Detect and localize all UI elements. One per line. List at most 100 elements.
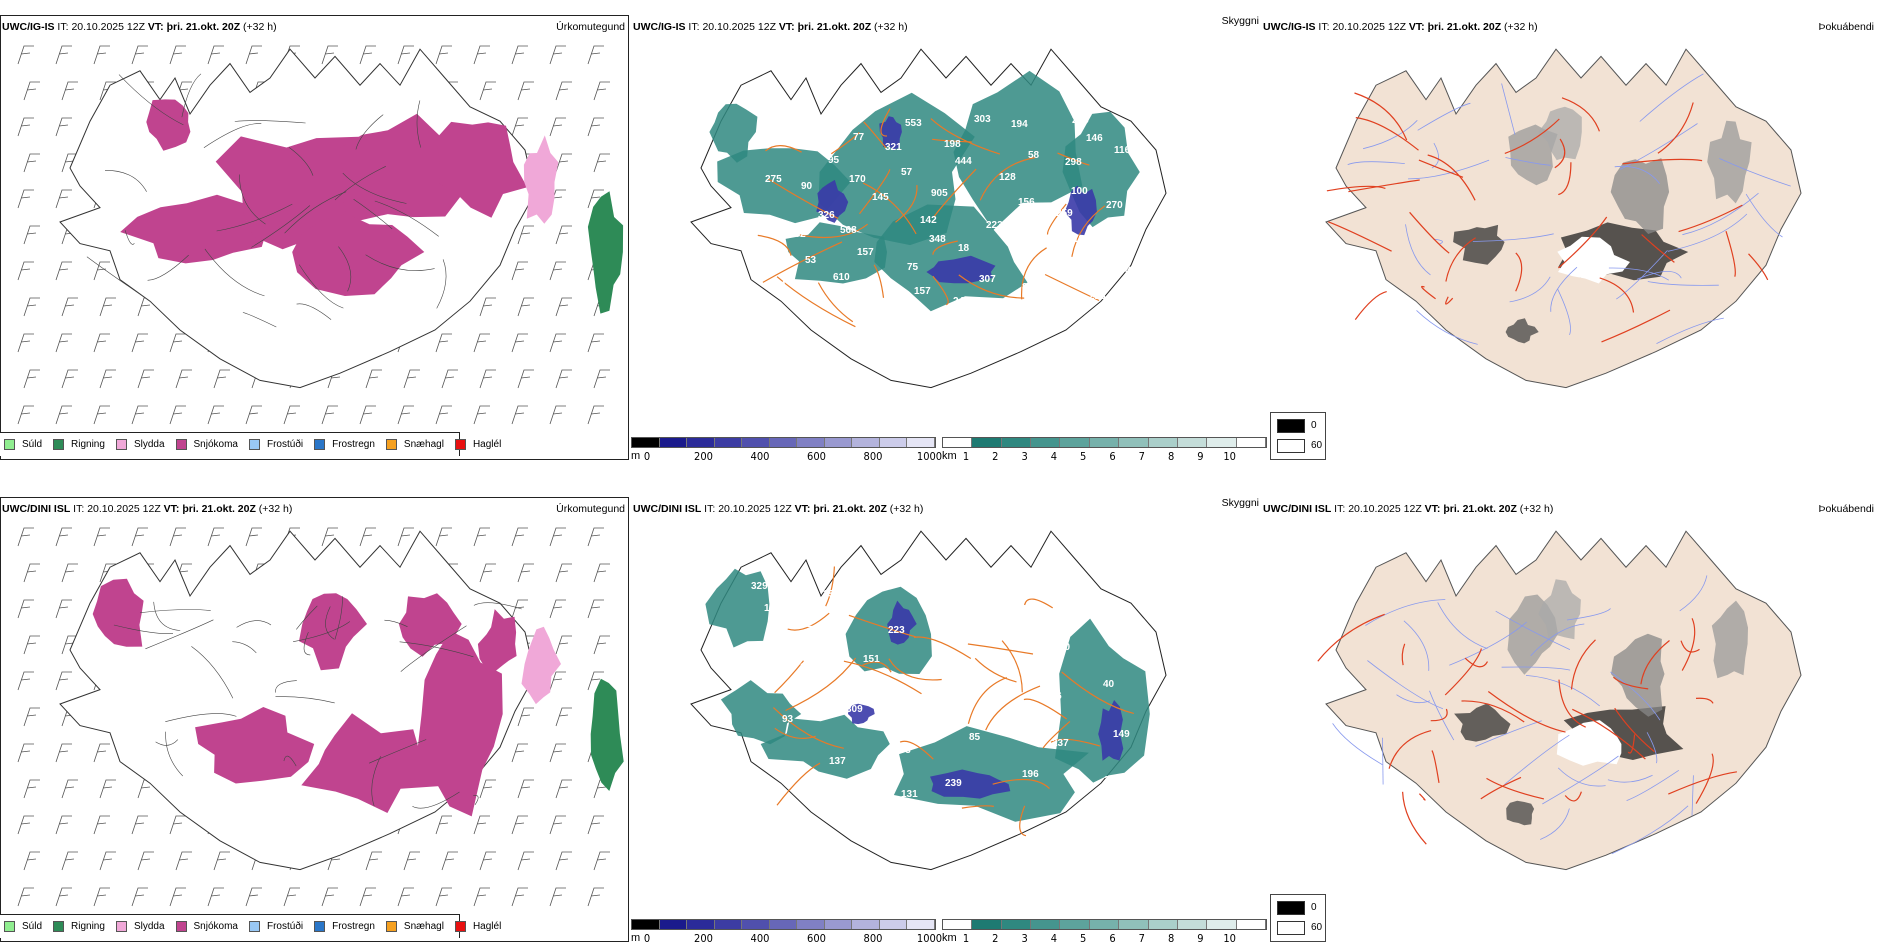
panel-header: UWC/DINI ISL IT: 20.10.2025 12Z VT: þri.… (1263, 503, 1553, 515)
visibility-tick-label: 4 (1050, 932, 1058, 945)
visibility-unit: km (942, 932, 957, 944)
snow-area (301, 713, 453, 813)
fog-index-area (1506, 800, 1535, 826)
valid-time: þri. 21.okt. 20Z (797, 21, 872, 33)
snow-area (299, 593, 367, 671)
precip-legend-item: Snæhagl (385, 921, 444, 932)
visibility-tick-label: 2 (992, 932, 999, 945)
wind-barb-icon (587, 117, 604, 137)
ceiling-value-label: 259 (1056, 208, 1073, 219)
wind-barb-icon (245, 45, 262, 65)
panel-header: UWC/IG-IS IT: 20.10.2025 12Z VT: þri. 21… (633, 21, 908, 33)
ceiling-tick-label: 1000 (916, 450, 943, 463)
ceiling-color-bin (879, 438, 908, 447)
ceiling-colorbar (631, 919, 936, 930)
wind-barb-icon (131, 45, 148, 65)
wind-barb-icon (321, 887, 338, 907)
ceiling-value-label: 196 (1022, 769, 1039, 780)
valid-label: VT: (1408, 21, 1425, 33)
wind-barb-icon (93, 405, 110, 425)
ceiling-value-label: 568 (840, 225, 857, 236)
ceiling-color-bin (687, 438, 715, 447)
fog-index-area (1538, 106, 1582, 161)
fog-label-1: 60 (1311, 922, 1323, 933)
valid-time: þri. 21.okt. 20Z (1427, 21, 1502, 33)
ceiling-value-label: 241 (811, 640, 828, 651)
precip-legend-label: Rigning (71, 439, 105, 450)
ceiling-value-label: 77 (853, 132, 865, 143)
ceiling-color-bin (769, 438, 798, 447)
visibility-tick-label: 6 (1109, 932, 1116, 945)
wind-barb-icon (359, 527, 376, 547)
visibility-color-bin (1031, 920, 1061, 929)
wind-barb-icon (245, 527, 262, 547)
visibility-color-bin (972, 438, 1002, 447)
init-label: IT: (57, 21, 69, 33)
wind-barb-icon (555, 707, 572, 727)
wind-barb-icon (511, 815, 528, 835)
visibility-color-bin (1089, 920, 1120, 929)
ceiling-value-label: 610 (833, 272, 850, 283)
fog-index-area (1538, 579, 1581, 640)
precip-legend-item: Haglél (454, 439, 501, 450)
wind-barb-icon (549, 815, 566, 835)
ceiling-value-label: 213 (1089, 291, 1106, 302)
ceiling-value-label: 329 (751, 581, 768, 592)
fog-swatch-0 (1277, 419, 1305, 433)
ceiling-color-bin (797, 920, 825, 929)
ceiling-tick-label: 800 (863, 932, 883, 945)
ceiling-value-label: 502 (884, 306, 901, 317)
wind-barb-icon (587, 887, 604, 907)
visibility-tick-label: 6 (1109, 450, 1116, 463)
ceiling-value-label: 270 (1106, 200, 1123, 211)
model-row-dini-isl: UWC/DINI ISL IT: 20.10.2025 12Z VT: þri.… (0, 482, 1900, 952)
wind-barb-icon (593, 563, 610, 583)
precip-swatch (454, 921, 466, 932)
ceiling-value-label: 128 (999, 172, 1016, 183)
road-network (772, 566, 1134, 837)
wind-barb-icon (365, 851, 382, 871)
wind-barb-icon (435, 887, 452, 907)
precip-swatch (248, 439, 260, 450)
lead-time: (+32 h) (874, 21, 908, 33)
fog-index-panel: UWC/IG-IS IT: 20.10.2025 12Z VT: þri. 21… (1261, 0, 1900, 470)
ceiling-color-bin (714, 920, 743, 929)
valid-label: VT: (1424, 503, 1441, 515)
wind-barb-icon (593, 369, 610, 389)
fog-index-area (1707, 120, 1752, 204)
wind-barb-icon (359, 887, 376, 907)
ceiling-value-label: 145 (872, 192, 889, 203)
visibility-tick-label: 1 (962, 450, 970, 463)
model-name: UWC/IG-IS (633, 21, 686, 33)
wind-barb-icon (61, 81, 78, 101)
wind-barb-icon (473, 333, 490, 353)
ceiling-value-label: 252 (1045, 262, 1062, 273)
ceiling-value-label: 131 (901, 789, 918, 800)
wind-barb-icon (435, 405, 452, 425)
fog-panel-title: Þokuábendi (1818, 503, 1874, 515)
ceiling-value-label: 198 (944, 139, 961, 150)
ceiling-value-label: 309 (846, 704, 863, 715)
wind-barb-icon (23, 779, 40, 799)
wind-barb-icon (213, 851, 230, 871)
wind-barb-icon (479, 81, 496, 101)
wind-barb-icon (23, 225, 40, 245)
wind-barb-icon (555, 153, 572, 173)
road-network (113, 596, 522, 809)
wind-barb-icon (511, 333, 528, 353)
snow-area (92, 578, 144, 647)
init-label: IT: (1334, 503, 1346, 515)
ceiling-value-label: 58 (1028, 150, 1040, 161)
visibility-tick-label: 9 (1197, 450, 1204, 463)
wind-barb-icon (55, 117, 72, 137)
ceiling-value-label: 93 (782, 714, 794, 725)
wind-barb-icon (131, 333, 148, 353)
ceiling-value-label: 170 (849, 174, 866, 185)
wind-barb-icon (23, 635, 40, 655)
wind-barb-icon (321, 527, 338, 547)
ceiling-color-bin (769, 920, 798, 929)
ceiling-value-label: 242 (1104, 775, 1121, 786)
visibility-color-bin (1207, 438, 1237, 447)
ceiling-value-label: 142 (920, 215, 937, 226)
precip-legend-label: Slydda (133, 439, 165, 450)
